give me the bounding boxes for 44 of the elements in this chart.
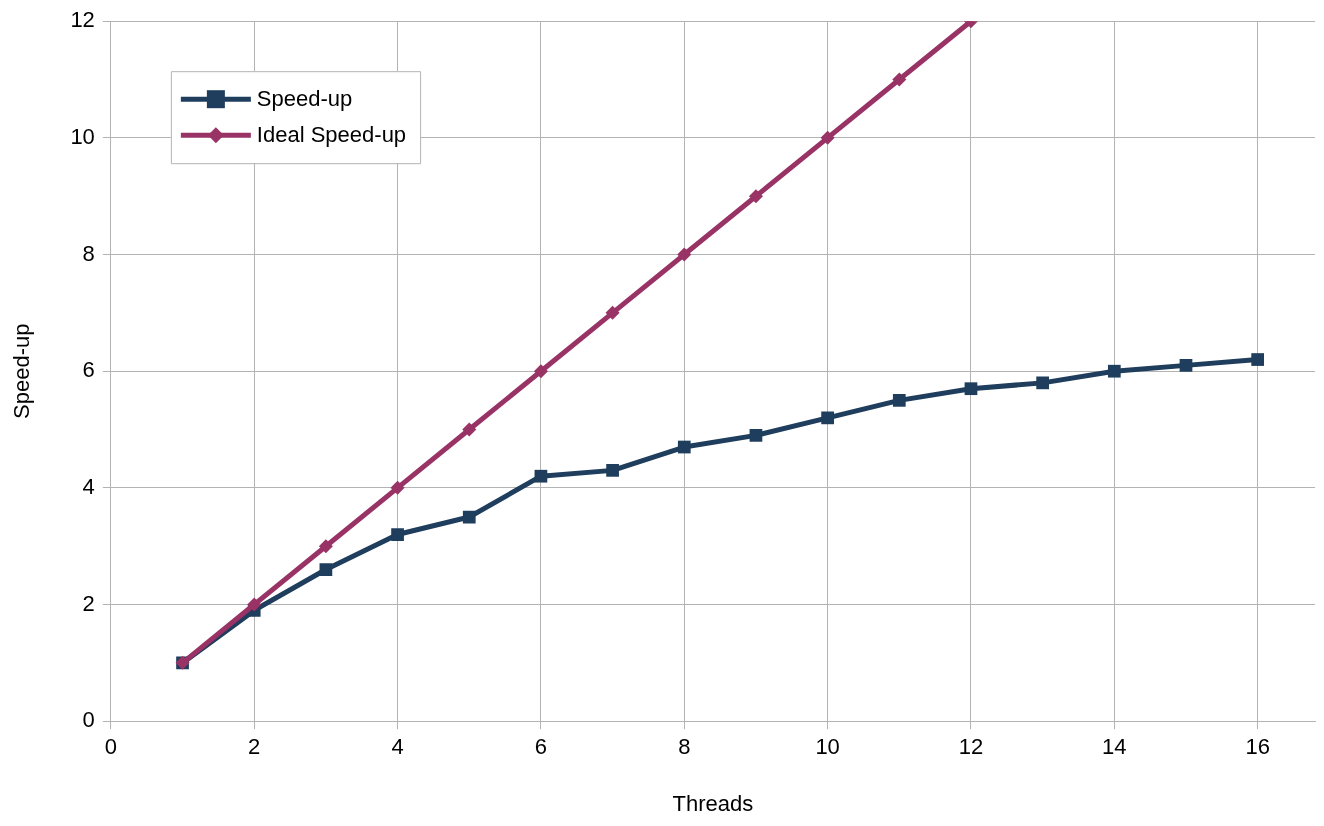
- point: [319, 563, 333, 576]
- y-tick-label: 4: [82, 473, 95, 499]
- x-tick-label: 16: [1245, 734, 1270, 760]
- x-tick-label: 4: [391, 734, 404, 760]
- y-tick-label: 6: [82, 357, 95, 383]
- x-tick-label: 14: [1102, 734, 1127, 760]
- point: [390, 480, 405, 495]
- point: [318, 539, 333, 554]
- point: [1107, 364, 1121, 378]
- point: [391, 528, 404, 541]
- point: [964, 382, 978, 396]
- point: [892, 394, 906, 407]
- y-tick-label: 10: [70, 123, 95, 149]
- point: [606, 464, 619, 477]
- legend-label: Ideal Speed-up: [256, 122, 407, 148]
- y-tick-label: 0: [82, 707, 95, 733]
- point: [749, 429, 763, 442]
- point: [605, 305, 620, 320]
- point: [820, 130, 835, 145]
- point: [533, 364, 548, 379]
- x-tick-label: 10: [815, 734, 840, 760]
- point: [677, 440, 691, 454]
- x-tick-label: 6: [534, 734, 548, 760]
- point: [247, 597, 262, 612]
- y-tick-label: 2: [82, 590, 95, 616]
- x-axis-title: Threads: [672, 790, 754, 816]
- x-tick-label: 0: [104, 734, 117, 760]
- y-axis-title: Speed-up: [9, 323, 35, 419]
- y-tick-label: 8: [82, 240, 95, 266]
- point: [1036, 376, 1049, 390]
- point: [677, 247, 692, 262]
- point: [534, 469, 548, 483]
- point: [462, 422, 477, 437]
- point: [462, 510, 476, 524]
- point: [748, 189, 763, 204]
- point: [1251, 353, 1265, 366]
- x-tick-label: 2: [248, 734, 261, 760]
- y-tick-label: 12: [70, 7, 95, 33]
- x-tick-label: 8: [678, 734, 691, 760]
- point: [892, 72, 907, 87]
- point: [1179, 359, 1193, 372]
- legend-label: Speed-up: [256, 86, 353, 112]
- point: [821, 411, 834, 425]
- x-tick-label: 12: [958, 734, 984, 760]
